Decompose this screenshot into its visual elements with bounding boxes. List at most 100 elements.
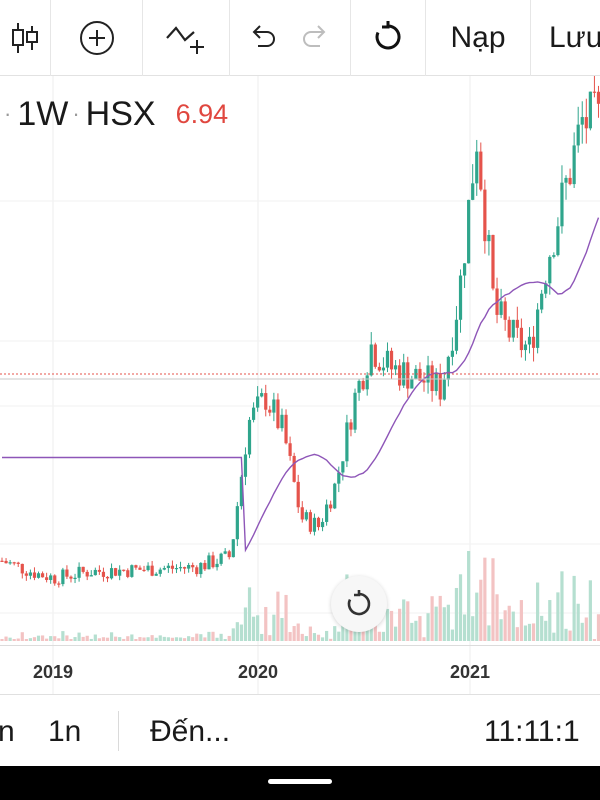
indicators-button[interactable] — [143, 0, 229, 76]
volume-bar — [73, 637, 77, 641]
candle-body — [89, 575, 93, 577]
legend-separator: · — [72, 101, 80, 126]
volume-bar — [101, 637, 106, 641]
price-chart[interactable] — [0, 76, 600, 694]
goto-date-button[interactable]: Đến... — [150, 715, 231, 748]
volume-bar — [308, 626, 312, 641]
candle-body — [158, 569, 162, 574]
volume-bar — [316, 634, 321, 641]
volume-bar — [491, 558, 495, 641]
volume-bar — [531, 623, 536, 641]
candle-body — [134, 565, 138, 568]
candle-body — [483, 189, 487, 242]
moving-average-line — [2, 217, 600, 553]
candle-body — [211, 555, 215, 568]
undo-button[interactable] — [240, 0, 284, 76]
chart-type-button[interactable] — [0, 0, 50, 76]
volume-bar — [406, 601, 410, 641]
volume-bar — [430, 596, 434, 641]
candle-body — [588, 91, 592, 129]
volume-bar — [118, 637, 122, 641]
volume-bar — [166, 637, 170, 641]
candle-body — [361, 380, 365, 390]
candle-body — [373, 344, 377, 367]
volume-bar — [247, 587, 252, 641]
candle-body — [446, 356, 450, 380]
candle-body — [219, 553, 223, 564]
candle-body — [288, 443, 292, 456]
volume-bar — [235, 622, 239, 641]
candle-body — [280, 414, 284, 429]
volume-bar — [527, 623, 532, 641]
volume-bar — [280, 617, 284, 641]
volume-bar — [57, 638, 61, 641]
volume-bar — [8, 637, 12, 641]
candle-body — [243, 454, 248, 477]
time-axis[interactable]: 2019 2020 2021 — [0, 645, 600, 695]
volume-bar — [393, 626, 398, 641]
candle-body — [235, 506, 239, 540]
redo-button[interactable] — [294, 0, 338, 76]
candle-body — [349, 422, 353, 430]
candle-body — [251, 407, 256, 420]
volume-bar — [105, 637, 110, 641]
volume-bar — [540, 615, 544, 641]
candle-body — [260, 393, 264, 397]
candle-body — [406, 362, 410, 389]
volume-bar — [422, 637, 426, 641]
volume-bar — [81, 636, 85, 641]
volume-bar — [296, 623, 300, 641]
compare-symbol-button[interactable] — [51, 0, 142, 76]
candle-body — [199, 562, 203, 575]
candle-body — [560, 182, 564, 227]
candle-body — [105, 576, 110, 579]
home-gesture-handle[interactable] — [268, 779, 332, 784]
candle-body — [174, 568, 179, 570]
volume-bar — [243, 607, 248, 641]
volume-bar — [158, 635, 162, 641]
volume-bar — [588, 580, 592, 641]
candle-body — [32, 572, 37, 578]
load-layout-button[interactable]: Nạp — [426, 0, 530, 76]
volume-bar — [69, 639, 73, 641]
chart-legend: · 1W · HSX 6.94 — [0, 94, 228, 134]
reset-icon — [375, 21, 401, 50]
candle-body — [122, 569, 126, 571]
volume-bar — [475, 592, 479, 641]
volume-bar — [251, 616, 256, 641]
candle-body — [264, 393, 268, 410]
chart-toolbar: Nạp Lưu — [0, 0, 600, 76]
save-layout-button[interactable]: Lưu — [531, 0, 600, 76]
range-button[interactable]: n — [0, 715, 15, 748]
candle-body — [552, 255, 556, 257]
candle-body — [118, 569, 122, 576]
add-circle-icon — [79, 21, 114, 55]
volume-bar — [134, 639, 138, 641]
redo-icon — [303, 25, 326, 47]
candle-body — [325, 504, 329, 522]
candle-body — [341, 461, 345, 473]
candle-body — [393, 365, 398, 370]
candle-body — [471, 183, 475, 200]
volume-bar — [223, 639, 227, 641]
volume-bar — [467, 551, 471, 641]
candle-body — [191, 565, 195, 568]
candle-body — [304, 512, 308, 520]
reset-view-button[interactable] — [331, 576, 387, 632]
candle-body — [418, 368, 422, 381]
candle-body — [20, 563, 24, 574]
candle-body — [97, 569, 101, 572]
volume-bar — [32, 637, 37, 641]
volume-bar — [53, 636, 57, 641]
volume-bar — [150, 635, 154, 641]
volume-bar — [12, 639, 16, 641]
interval-button[interactable]: 1n — [48, 715, 82, 748]
x-tick-label: 2020 — [237, 662, 279, 682]
volume-bar — [312, 633, 317, 641]
volume-bar — [458, 574, 463, 641]
candle-body — [369, 344, 373, 376]
reset-chart-button[interactable] — [351, 0, 425, 76]
candle-body — [564, 177, 568, 183]
volume-bar — [122, 638, 126, 641]
candlestick-chart-canvas[interactable] — [0, 76, 600, 694]
